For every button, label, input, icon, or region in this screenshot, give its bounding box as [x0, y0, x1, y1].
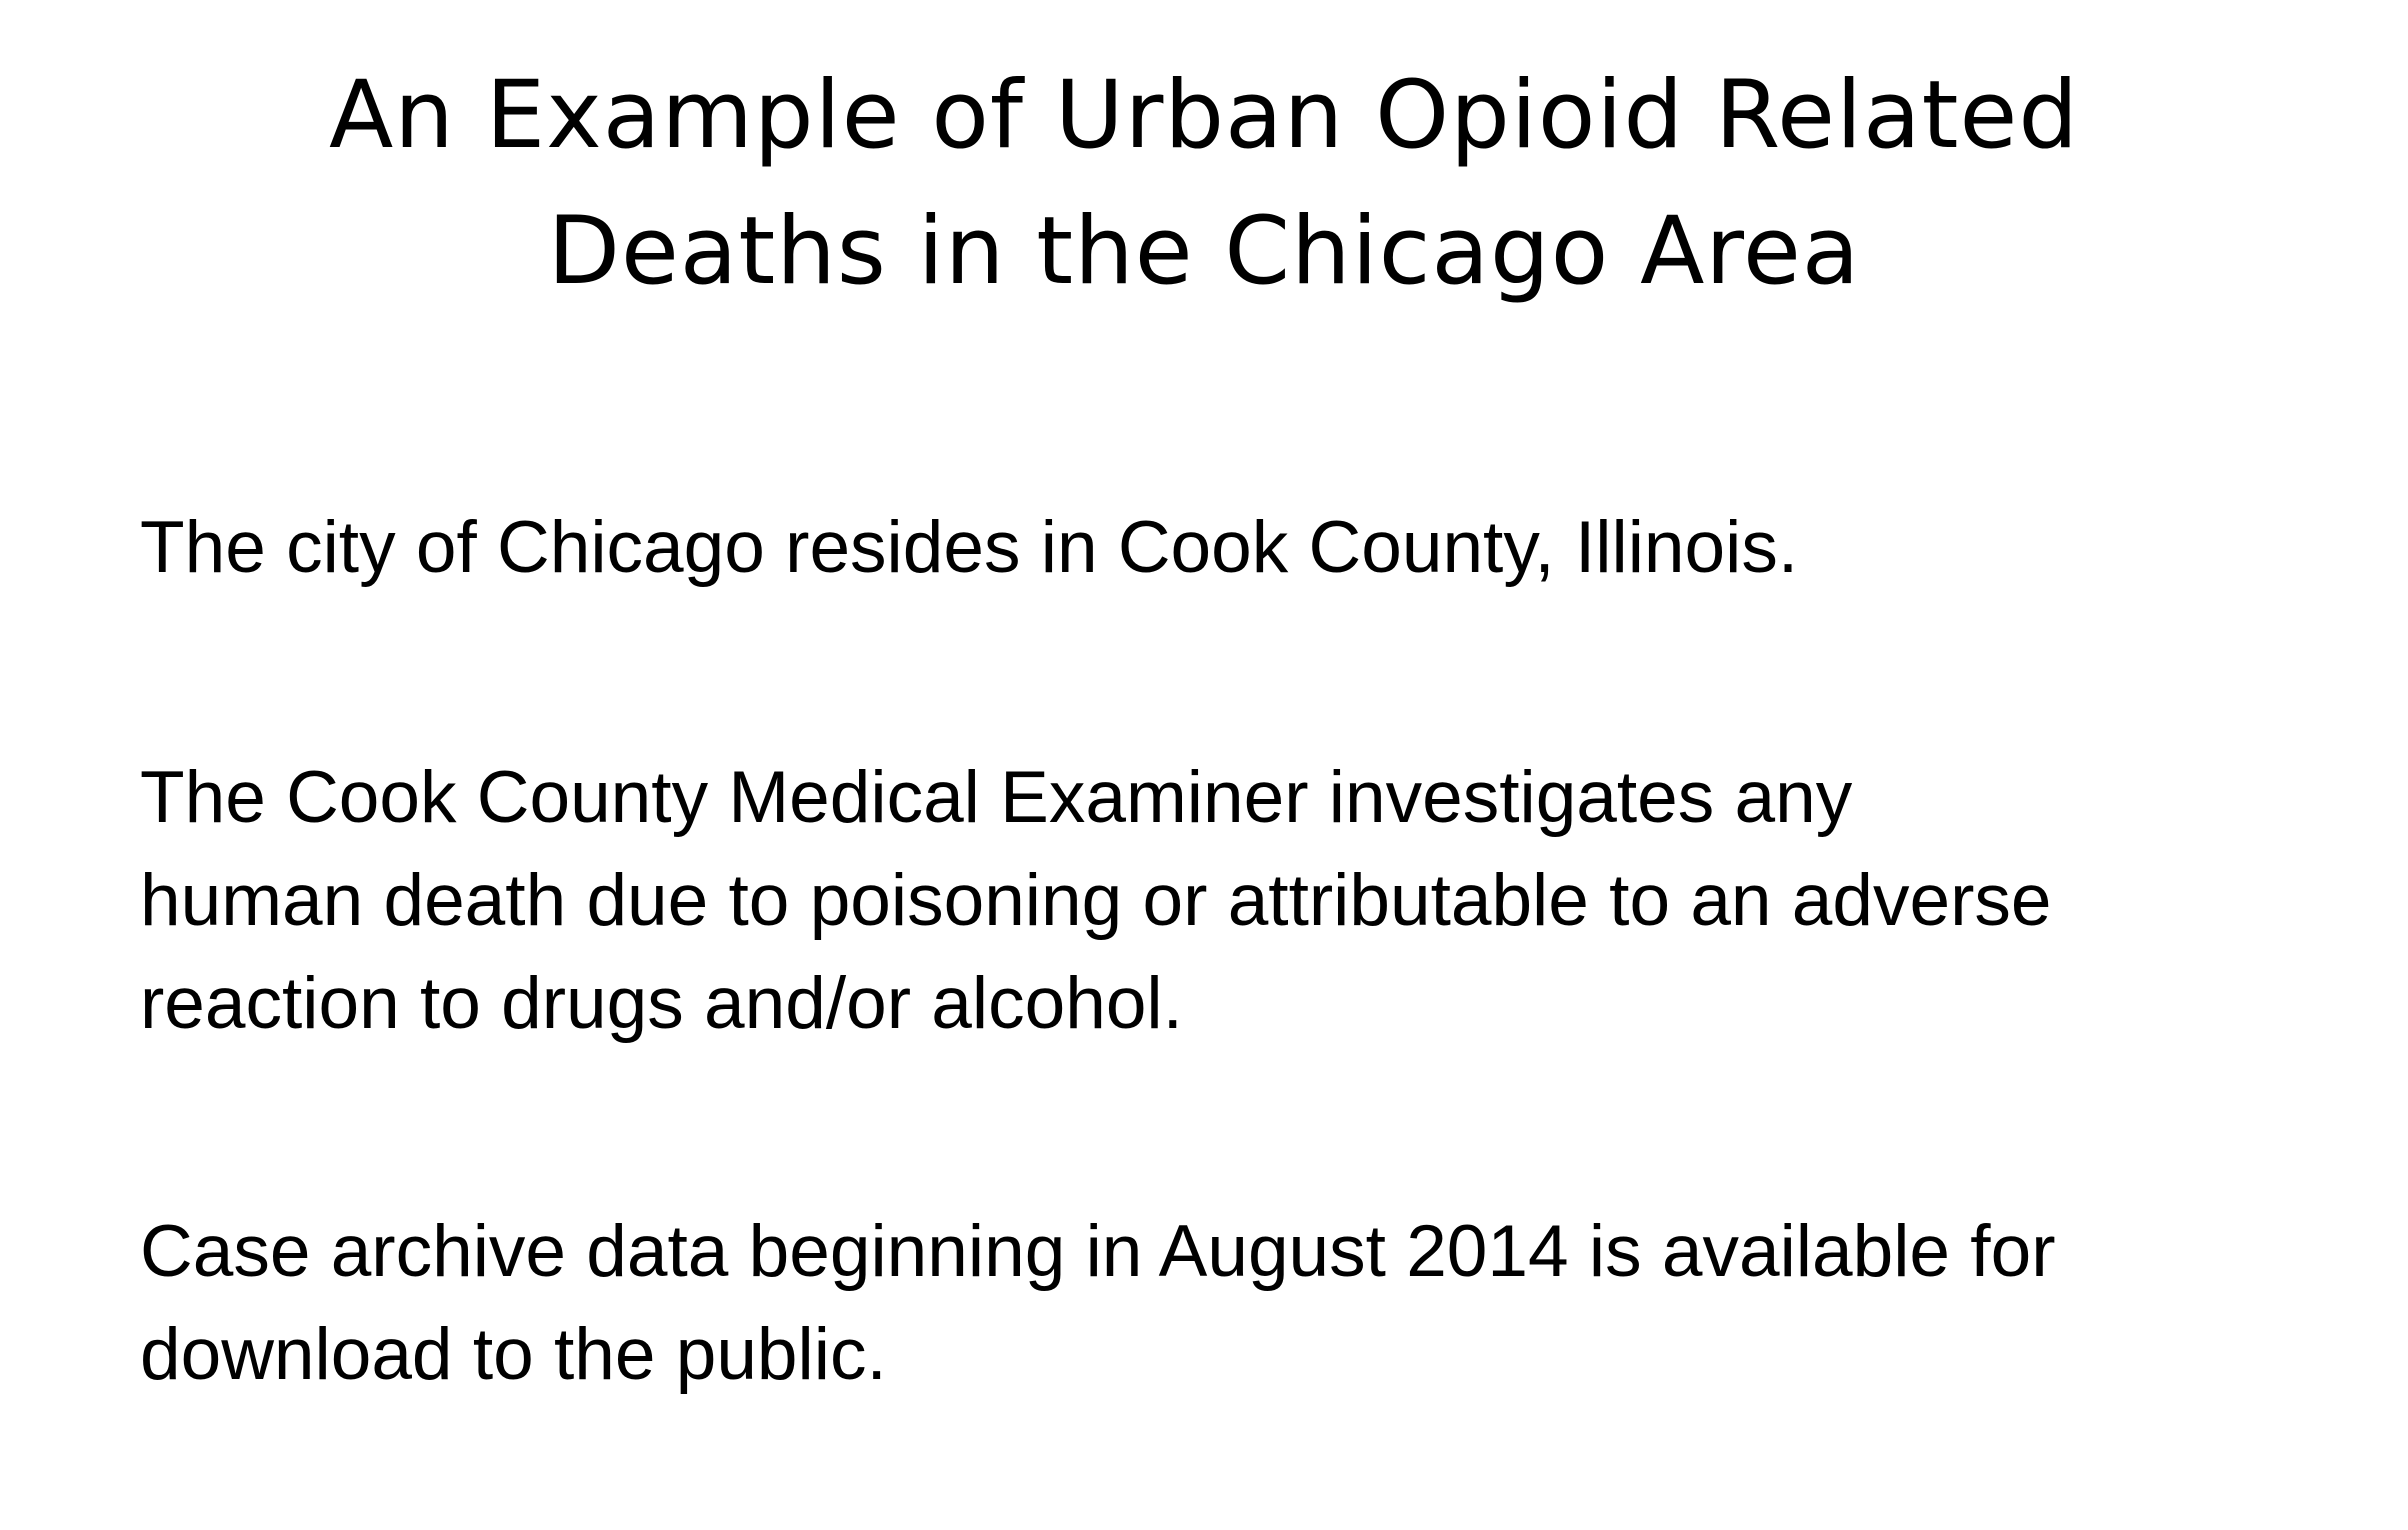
paragraph-1-line-1: The city of Chicago resides in Cook Coun… — [140, 507, 1799, 588]
paragraph-3-line-1: Case archive data beginning in August 20… — [140, 1211, 2056, 1292]
paragraph-case-archive: Case archive data beginning in August 20… — [140, 1200, 2320, 1406]
paragraph-3-line-2: download to the public. — [140, 1314, 887, 1395]
paragraph-2-line-1: The Cook County Medical Examiner investi… — [140, 757, 1853, 838]
paragraph-medical-examiner: The Cook County Medical Examiner investi… — [140, 746, 2320, 1055]
paragraph-2-line-3: reaction to drugs and/or alcohol. — [140, 963, 1183, 1044]
paragraph-2-line-2: human death due to poisoning or attribut… — [140, 860, 2052, 941]
slide-title-line-2: Deaths in the Chicago Area — [547, 197, 1861, 306]
slide-title: An Example of Urban Opioid Related Death… — [0, 48, 2408, 320]
slide-title-line-1: An Example of Urban Opioid Related — [328, 61, 2080, 170]
paragraph-chicago-county: The city of Chicago resides in Cook Coun… — [140, 496, 2320, 599]
